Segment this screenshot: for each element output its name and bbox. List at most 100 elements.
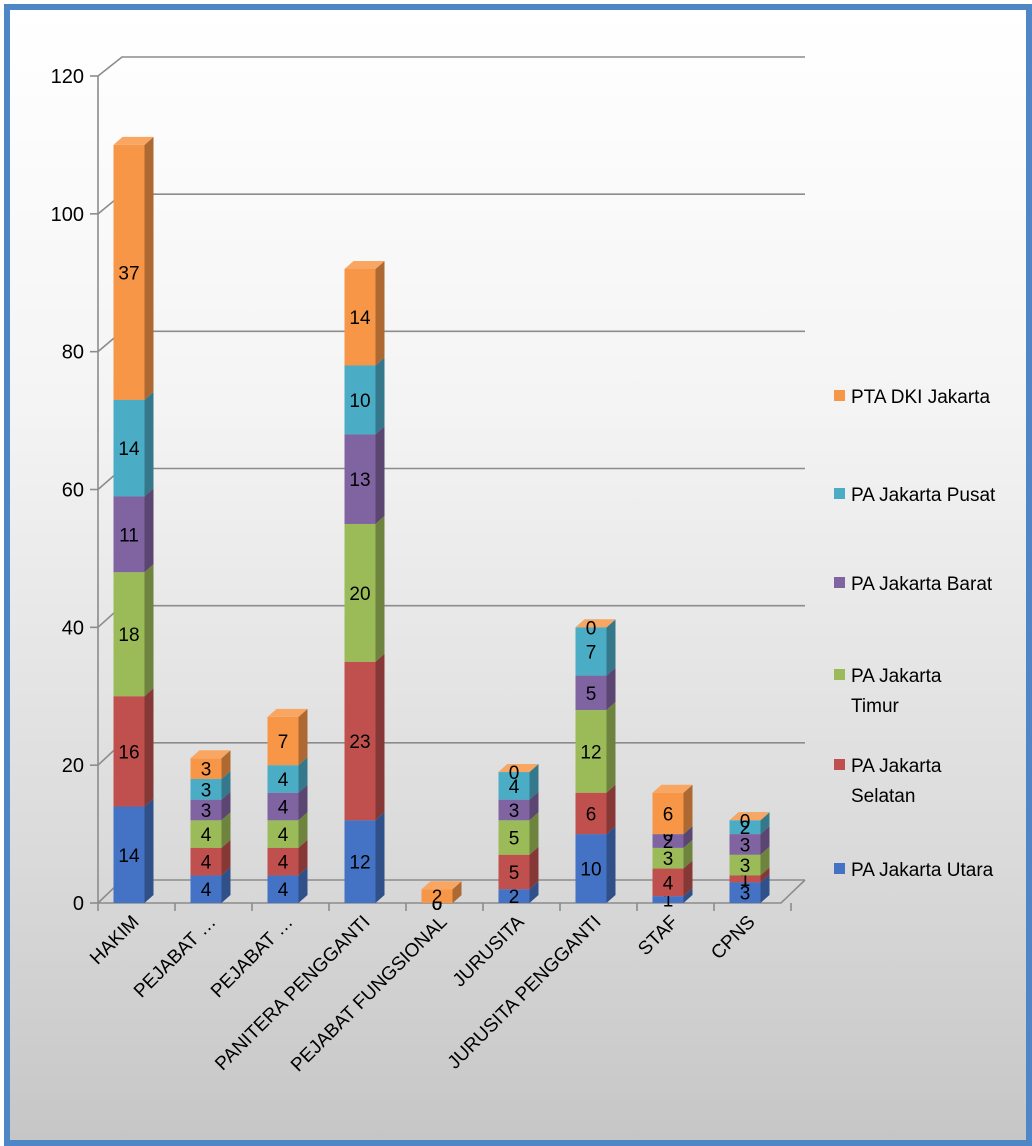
gridline-40 [97,604,805,628]
data-label: 4 [663,873,674,894]
legend-label: Selatan [851,786,915,807]
data-label: 1 [740,870,751,891]
legend-swatch [834,488,845,499]
legend-label: PTA DKI Jakarta [851,387,990,408]
data-label: 10 [349,391,370,412]
category-label: PANITERA PENGGANTI [211,912,374,1075]
bar-segment [190,750,231,779]
data-label: 2 [432,887,443,908]
data-label: 20 [349,584,370,605]
category-label: JURUSITA [449,911,529,991]
data-label: 0 [663,825,674,846]
legend-item: PA Jakarta Utara [834,860,994,881]
legend-swatch [834,577,845,588]
y-tick-label: 0 [73,893,84,915]
data-label: 4 [278,880,289,901]
data-label: 14 [349,308,371,329]
legend-label: PA Jakarta [851,756,942,777]
legend-item: PA Jakarta Timur [834,666,942,717]
data-label: 2 [663,832,674,853]
legend-swatch [834,863,845,874]
data-label: 0 [432,894,443,915]
data-label: 3 [201,760,212,781]
data-label: 0 [740,811,751,832]
data-label: 0 [432,894,443,915]
data-label: 1 [663,891,674,912]
data-label: 2 [509,887,520,908]
legend-label: Timur [851,696,900,717]
data-label: 12 [580,742,601,763]
legend-swatch [834,669,845,680]
legend-label: PA Jakarta Pusat [851,485,996,506]
y-tick-label: 40 [62,617,84,639]
data-label: 0 [432,894,443,915]
category-label: STAF [634,912,682,960]
data-label: 7 [586,642,597,663]
data-label: 18 [118,625,139,646]
data-label: 7 [278,732,289,753]
data-label: 14 [118,439,140,460]
legend-item: PTA DKI Jakarta [834,387,990,408]
data-label: 37 [118,263,139,284]
data-label: 13 [349,470,370,491]
bar-segment [421,881,462,903]
data-label: 16 [118,742,139,763]
data-label: 4 [278,825,289,846]
category-label: HAKIM [86,912,143,969]
y-tick-label: 100 [51,204,84,226]
legend-item: PA Jakarta Pusat [834,485,996,506]
data-label: 4 [201,853,212,874]
data-label: 3 [509,801,520,822]
data-label: 4 [278,798,289,819]
gridline-120 [97,56,805,77]
legend-item: PA Jakarta Barat [834,574,993,595]
data-label: 23 [349,732,370,753]
data-label: 3 [201,801,212,822]
bar-segment [267,708,308,766]
bar-segment [344,260,385,366]
data-label: 3 [740,884,751,905]
category-label: JURUSITA PENGGANTI [444,912,606,1074]
legend-label: PA Jakarta Utara [851,860,994,881]
y-tick-label: 80 [62,342,84,364]
data-label: 3 [740,856,751,877]
chart-frame: 0 20 40 60 80 100 120 14 16 18 11 14 37 HAKIM 4 4 4 3 3 3 PE… [4,4,1032,1146]
legend-swatch [834,759,845,770]
y-tick-label: 120 [51,66,84,88]
gridline-100 [97,193,805,215]
floor-edge [98,879,806,904]
bar-segment [652,784,693,835]
data-label: 5 [586,684,597,705]
data-label: 12 [349,853,370,874]
bar-segment [344,515,385,662]
data-label: 6 [586,804,597,825]
bar-segment [498,764,539,773]
gridline-80 [97,330,805,353]
category-label: PEJABAT FUNGSIONAL [287,912,451,1076]
bar-segment [575,784,616,835]
data-label: 5 [509,863,520,884]
data-label: 0 [432,894,443,915]
y-tick-label: 60 [62,480,84,502]
data-label: 4 [278,853,289,874]
data-label: 3 [663,849,674,870]
bar-segment [575,619,616,628]
bar-segment [575,702,616,793]
data-label: 0 [432,894,443,915]
bar-segment [113,391,154,497]
data-label: 4 [201,880,212,901]
legend-label: PA Jakarta [851,666,942,687]
data-label: 2 [740,818,751,839]
data-label: 10 [580,860,601,881]
bar-segment [113,136,154,400]
data-label: 14 [118,846,140,867]
data-label: 0 [586,618,597,639]
legend-item: PA Jakarta Selatan [834,756,942,807]
y-tick-label: 20 [62,755,84,777]
category-label: CPNS [707,912,759,964]
data-label: 3 [201,780,212,801]
legend-label: PA Jakarta Barat [851,574,993,595]
gridline-60 [97,467,805,491]
legend-swatch [834,390,845,401]
data-label: 4 [509,777,520,798]
